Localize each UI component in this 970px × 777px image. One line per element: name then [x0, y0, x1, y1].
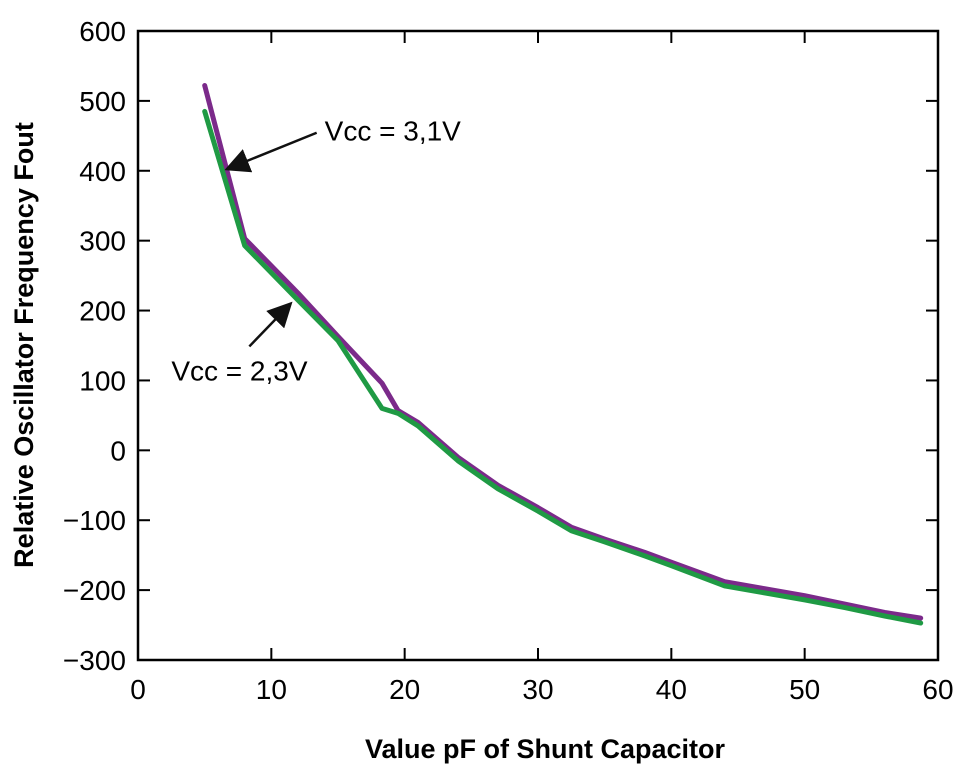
series-layer: [202, 83, 924, 626]
y-tick-label: 500: [79, 86, 126, 117]
y-tick-label: 0: [110, 435, 126, 466]
series-line-2: [202, 108, 924, 626]
y-tick-label: 100: [79, 365, 126, 396]
x-axis-title: Value pF of Shunt Capacitor: [365, 734, 726, 764]
x-tick-label: 10: [256, 674, 287, 705]
x-tick-label: 20: [389, 674, 420, 705]
annotation-label-1: Vcc = 3,1V: [325, 116, 462, 147]
y-tick-label: −200: [63, 575, 126, 606]
annotation-arrow-1: [224, 131, 318, 173]
y-tick-label: −300: [63, 645, 126, 676]
y-tick-label: −100: [63, 505, 126, 536]
annotation-arrow-2: [248, 301, 293, 348]
y-tick-label: 200: [79, 296, 126, 327]
annotation-layer: Vcc = 3,1V Vcc = 2,3V: [171, 116, 461, 387]
y-axis-title: Relative Oscillator Frequency Fout: [9, 122, 39, 568]
x-tick-label: 60: [922, 674, 953, 705]
plot-frame: [136, 29, 940, 662]
annotation-label-2: Vcc = 2,3V: [171, 355, 308, 386]
y-tick-label: 400: [79, 156, 126, 187]
series-line-1: [202, 83, 924, 621]
ticks-layer: 0 10 20 30 40 50 60 600 500 400 300 200 100 0 −100 −200…: [63, 16, 954, 705]
y-tick-label: 300: [79, 226, 126, 257]
y-tick-label: 600: [79, 16, 126, 47]
x-tick-label: 0: [130, 674, 146, 705]
x-tick-label: 50: [789, 674, 820, 705]
x-tick-label: 40: [656, 674, 687, 705]
x-tick-label: 30: [522, 674, 553, 705]
